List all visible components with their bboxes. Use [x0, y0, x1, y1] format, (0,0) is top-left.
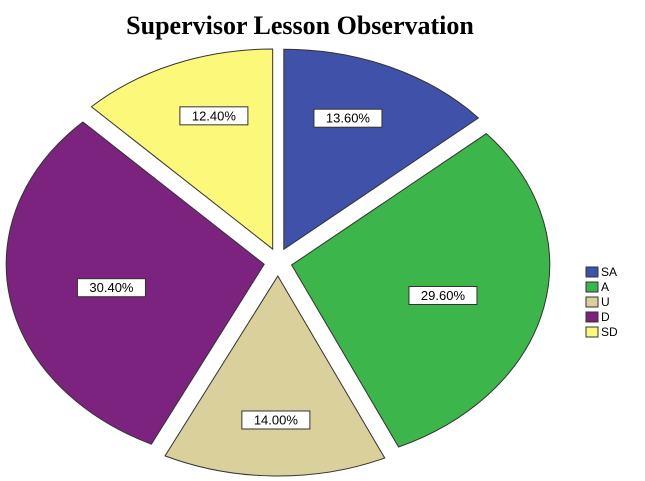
slice-value-label: 13.60% [326, 111, 371, 126]
label-box [76, 278, 146, 298]
legend-label: SD [601, 325, 618, 339]
slice-label: 12.40% [179, 106, 249, 126]
legend-label: U [601, 295, 610, 309]
legend-label: A [601, 280, 609, 294]
label-box [241, 410, 311, 430]
legend-swatch [585, 281, 599, 293]
label-box [179, 106, 249, 126]
legend-label: D [601, 310, 610, 324]
slice-value-label: 12.40% [192, 108, 237, 123]
legend-label: SA [601, 265, 617, 279]
legend-swatch [585, 266, 599, 278]
pie-slice [283, 48, 480, 251]
pie-slice [164, 275, 386, 477]
slice-label: 13.60% [313, 108, 383, 128]
label-box [408, 285, 478, 305]
slice-label: 30.40% [76, 278, 146, 298]
pie-slice [90, 48, 274, 251]
legend-swatch [585, 326, 599, 338]
slice-value-label: 14.00% [254, 412, 299, 427]
slice-label: 29.60% [408, 285, 478, 305]
legend-swatch [585, 296, 599, 308]
label-box [313, 108, 383, 128]
chart-title: Supervisor Lesson Observation [126, 11, 474, 40]
slice-value-label: 30.40% [89, 280, 134, 295]
slice-value-label: 29.60% [421, 288, 466, 303]
legend-swatch [585, 311, 599, 323]
slice-label: 14.00% [241, 410, 311, 430]
